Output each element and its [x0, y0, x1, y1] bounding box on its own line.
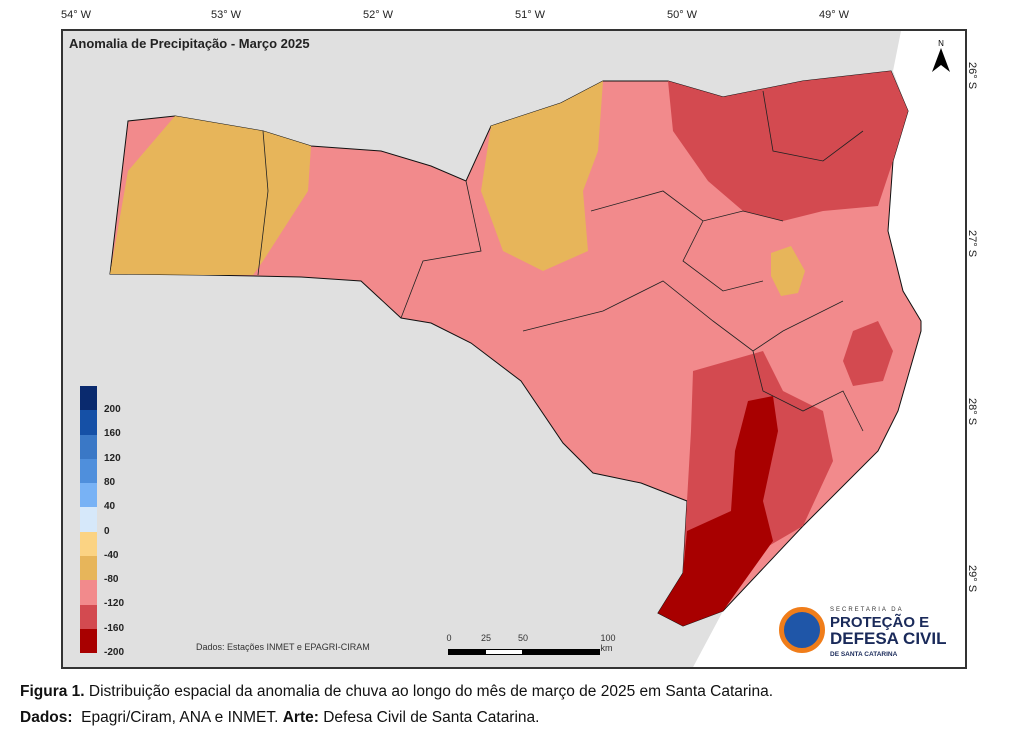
logo-text: PROTEÇÃO E [830, 614, 930, 631]
scale-label: 50 [517, 633, 529, 643]
region-boundaries [257, 90, 864, 432]
defesa-civil-logo: SECRETARIA DA PROTEÇÃO E DEFESA CIVIL DE… [779, 603, 965, 663]
region-red-coast [843, 321, 893, 386]
legend-label: -40 [104, 549, 119, 561]
ocean [693, 31, 965, 667]
legend-swatch [80, 386, 97, 411]
latitude-label: 27° S [966, 230, 978, 258]
map-frame: Anomalia de Precipitação - Março 2025 N … [61, 29, 967, 669]
region-yellow-west [110, 116, 311, 275]
legend-label: -120 [104, 598, 125, 610]
latitude-label: 26° S [966, 62, 978, 90]
north-label: N [938, 39, 944, 48]
scale-label: 0 [446, 633, 452, 643]
caption-text: Defesa Civil de Santa Catarina. [318, 709, 540, 726]
legend-label: 200 [104, 404, 121, 415]
legend-label: -200 [104, 647, 125, 658]
anomaly-map [109, 31, 965, 667]
caption-text: Distribuição espacial da anomalia de chu… [84, 683, 774, 700]
legend-label: 40 [104, 501, 116, 513]
north-arrow: N [931, 39, 951, 74]
region-darkred-southeast [658, 396, 778, 626]
caption-label: Figura 1. [20, 683, 85, 700]
legend-label: -80 [104, 574, 119, 586]
logo-text: SECRETARIA DA [830, 607, 904, 613]
legend-swatch [80, 507, 97, 532]
legend-swatch [80, 458, 97, 484]
figure-caption: Figura 1. Distribuição espacial da anoma… [20, 679, 773, 731]
latitude-label: 28° S [966, 398, 978, 426]
legend-swatch [80, 628, 97, 654]
legend-label: 80 [104, 476, 116, 488]
longitude-label: 52° W [362, 9, 394, 21]
legend-color-bar [80, 386, 97, 654]
scale-label: 100 km [600, 633, 616, 653]
data-source: Dados: Estações INMET e EPAGRI-CIRAM [196, 642, 370, 652]
legend-label: 120 [104, 452, 121, 464]
legend-swatch [80, 483, 97, 508]
logo-text: DE SANTA CATARINA [830, 651, 898, 658]
legend-label: -160 [104, 622, 125, 634]
legend-swatch [80, 556, 97, 581]
longitude-label: 54° W [60, 9, 92, 21]
legend-swatch [80, 604, 97, 629]
caption-label: Arte: [282, 709, 319, 726]
region-yellow-north [481, 81, 603, 271]
legend-label: 0 [104, 525, 110, 537]
longitude-label: 49° W [818, 9, 850, 21]
longitude-label: 50° W [666, 9, 698, 21]
longitude-label: 53° W [210, 9, 242, 21]
legend-swatch [80, 531, 97, 557]
latitude-label: 29° S [966, 565, 978, 593]
north-arrow-icon [932, 48, 950, 72]
legend-swatch [80, 580, 97, 605]
caption-label: Dados: [20, 709, 73, 726]
logo-text: DEFESA CIVIL [830, 629, 947, 648]
region-red-northeast [668, 71, 908, 221]
logo-emblem-icon [779, 607, 825, 653]
region-yellow-center [771, 246, 805, 296]
longitude-label: 51° W [514, 9, 546, 21]
map-title: Anomalia de Precipitação - Março 2025 [69, 36, 310, 51]
legend-swatch [80, 434, 97, 459]
legend-label: 160 [104, 428, 121, 440]
legend-swatch [80, 410, 97, 435]
scale-label: 25 [480, 633, 492, 643]
caption-text: Epagri/Ciram, ANA e INMET. [72, 709, 283, 726]
